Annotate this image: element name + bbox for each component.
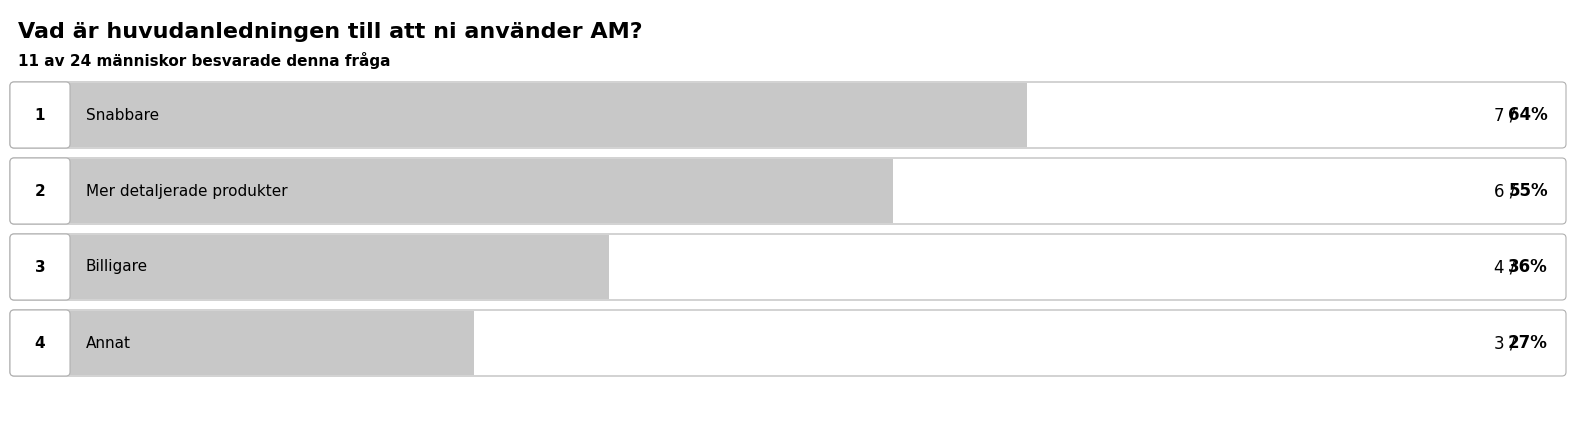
Bar [69, 159, 892, 223]
FancyBboxPatch shape [9, 310, 1567, 376]
Text: 27%: 27% [1508, 334, 1548, 352]
Text: Mer detaljerade produkter: Mer detaljerade produkter [87, 184, 288, 199]
Text: Billigare: Billigare [87, 259, 148, 274]
Text: 3 /: 3 / [1494, 334, 1521, 352]
Text: Vad är huvudanledningen till att ni använder AM?: Vad är huvudanledningen till att ni anvä… [17, 22, 643, 42]
Text: Annat: Annat [87, 336, 131, 351]
Text: 6 /: 6 / [1494, 182, 1521, 200]
Text: 7 /: 7 / [1494, 106, 1521, 124]
Text: 4 /: 4 / [1494, 258, 1521, 276]
Bar [69, 235, 608, 299]
FancyBboxPatch shape [9, 158, 69, 224]
Text: 64%: 64% [1508, 106, 1548, 124]
FancyBboxPatch shape [9, 82, 69, 148]
FancyBboxPatch shape [9, 82, 1567, 148]
Bar [69, 83, 1028, 147]
Text: 2: 2 [35, 184, 46, 199]
Bar [69, 311, 474, 375]
Text: 55%: 55% [1508, 182, 1548, 200]
Text: 1: 1 [35, 107, 46, 122]
FancyBboxPatch shape [9, 234, 69, 300]
Text: 3: 3 [35, 259, 46, 274]
FancyBboxPatch shape [9, 158, 1567, 224]
Text: 36%: 36% [1508, 258, 1548, 276]
FancyBboxPatch shape [9, 234, 1567, 300]
Text: 11 av 24 människor besvarade denna fråga: 11 av 24 människor besvarade denna fråga [17, 52, 391, 69]
Text: 4: 4 [35, 336, 46, 351]
Text: Snabbare: Snabbare [87, 107, 159, 122]
FancyBboxPatch shape [9, 310, 69, 376]
